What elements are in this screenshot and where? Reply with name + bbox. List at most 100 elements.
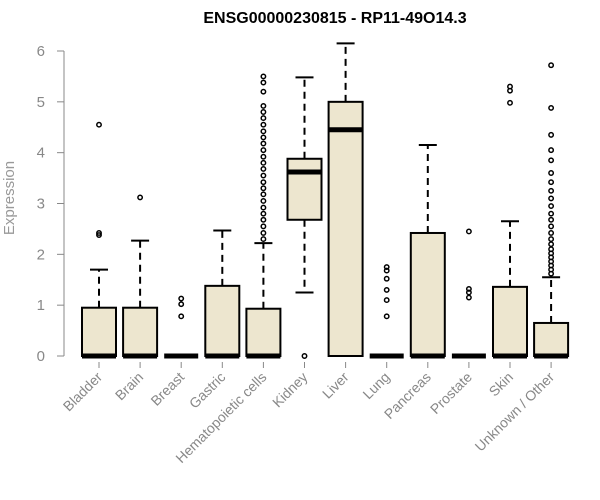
box-unknown-other <box>533 62 570 359</box>
outlier-point <box>548 187 555 194</box>
box-lung <box>369 264 404 359</box>
outlier-point <box>383 286 390 293</box>
outlier-point <box>465 294 472 301</box>
y-tick-label: 1 <box>37 297 45 314</box>
outlier-point <box>96 232 102 238</box>
outlier-point <box>137 194 144 201</box>
outlier-point <box>260 140 267 147</box>
outlier-point <box>465 285 472 292</box>
outlier-point <box>260 153 267 160</box>
box-bladder <box>81 121 117 359</box>
outlier-point <box>260 134 267 141</box>
outlier-point <box>260 185 267 192</box>
box-rect <box>122 306 159 358</box>
y-axis-label: Expression <box>1 161 18 235</box>
x-tick-label: Bladder <box>60 369 106 415</box>
y-tick-label: 2 <box>37 246 45 263</box>
outlier-point <box>260 147 267 154</box>
box-rect <box>81 306 117 358</box>
y-tick-label: 6 <box>37 43 45 60</box>
x-tick-label: Breast <box>147 369 187 409</box>
outlier-point <box>260 210 267 217</box>
box-breast <box>164 295 199 359</box>
outlier-point <box>383 267 390 274</box>
outlier-point <box>260 236 267 243</box>
box-rect <box>533 321 570 358</box>
outlier-point <box>548 62 555 69</box>
outlier-point <box>178 295 185 302</box>
outlier-point <box>260 102 267 109</box>
outlier-point <box>260 230 267 236</box>
outlier-point <box>260 165 267 172</box>
outlier-point <box>96 230 102 236</box>
outlier-point <box>383 313 390 320</box>
y-tick-label: 4 <box>37 145 45 162</box>
outlier-point <box>548 131 555 138</box>
outlier-point <box>260 159 267 166</box>
box-hematopoietic-cells <box>245 73 282 359</box>
y-tick-label: 3 <box>37 196 45 213</box>
box-rect <box>327 100 364 358</box>
box-prostate <box>451 228 486 359</box>
x-tick-label: Brain <box>112 369 146 403</box>
outlier-point <box>260 128 267 135</box>
outlier-point <box>260 88 267 95</box>
outlier-point <box>260 115 267 122</box>
outlier-point <box>548 210 555 217</box>
outlier-point <box>548 216 555 223</box>
outlier-point <box>383 264 390 270</box>
outlier-point <box>548 241 555 248</box>
outlier-point <box>260 179 267 186</box>
outlier-point <box>548 157 555 164</box>
chart-title: ENSG00000230815 - RP11-49O14.3 <box>203 10 466 27</box>
x-tick-label: Prostate <box>427 369 475 417</box>
outlier-point <box>383 275 390 282</box>
box-rect <box>245 307 282 358</box>
x-tick-label: Liver <box>319 369 352 402</box>
outlier-point <box>260 79 267 86</box>
y-tick-label: 0 <box>37 348 45 365</box>
outlier-point <box>260 73 267 80</box>
outlier-point <box>548 179 555 186</box>
box-gastric <box>204 229 241 359</box>
outlier-point <box>548 195 555 202</box>
outlier-point <box>507 99 513 106</box>
outlier-point <box>260 223 267 230</box>
outlier-point <box>548 223 555 230</box>
outlier-point <box>507 83 513 90</box>
outlier-point <box>548 147 555 154</box>
outlier-point <box>548 203 555 209</box>
box-brain <box>122 194 159 359</box>
outlier-point <box>260 216 267 223</box>
outlier-point <box>548 236 555 243</box>
outlier-point <box>465 228 472 235</box>
box-rect <box>204 284 241 358</box>
box-kidney <box>286 76 323 359</box>
box-liver <box>327 42 364 358</box>
x-tick-label: Lung <box>359 369 392 402</box>
outlier-point <box>548 246 555 253</box>
outlier-point <box>260 198 267 204</box>
outlier-point <box>383 297 390 304</box>
box-rect <box>286 157 323 221</box>
x-tick-label: Kidney <box>269 369 311 411</box>
outlier-point <box>548 230 555 236</box>
outlier-point <box>260 121 267 128</box>
box-rect <box>492 285 528 357</box>
outlier-point <box>260 172 267 179</box>
outlier-point <box>301 353 308 359</box>
box-pancreas <box>409 144 446 359</box>
outlier-point <box>178 313 185 320</box>
outlier-point <box>178 301 185 308</box>
y-axis: 0 1 2 3 4 5 6 <box>37 43 65 365</box>
box-rect <box>409 231 446 358</box>
x-tick-label: Skin <box>486 369 517 400</box>
boxes-group <box>81 42 570 359</box>
outlier-point <box>548 104 555 111</box>
outlier-point <box>260 191 267 198</box>
outlier-point <box>96 121 102 128</box>
outlier-point <box>465 289 472 296</box>
y-tick-label: 5 <box>37 94 45 111</box>
